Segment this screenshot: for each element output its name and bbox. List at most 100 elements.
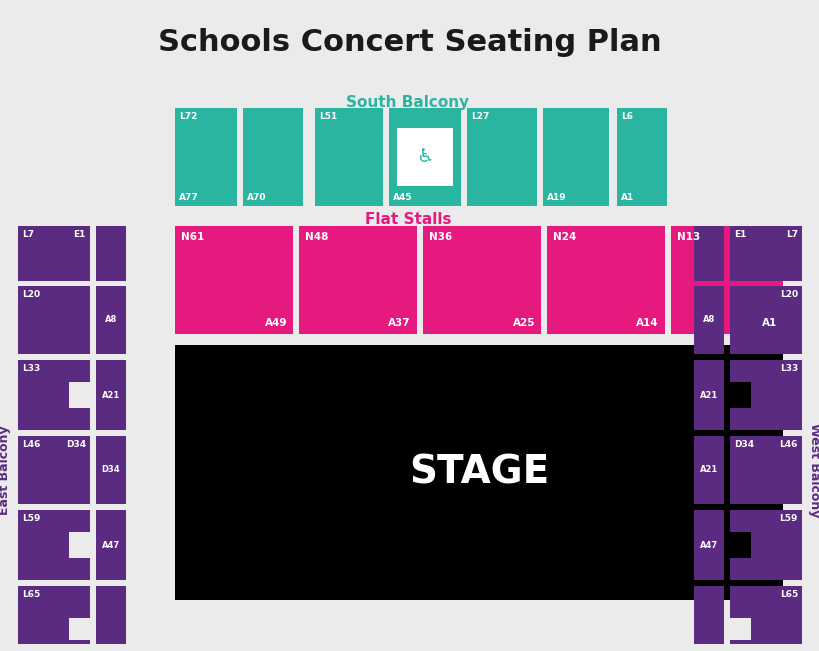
Text: L7: L7 xyxy=(22,230,34,239)
Bar xyxy=(604,186,622,206)
Bar xyxy=(18,226,90,281)
Text: L6: L6 xyxy=(620,112,632,121)
Text: South Balcony: South Balcony xyxy=(346,95,469,110)
Text: N61: N61 xyxy=(181,232,204,242)
Text: L51: L51 xyxy=(319,112,337,121)
Text: D34: D34 xyxy=(733,440,753,449)
Text: D34: D34 xyxy=(66,440,86,449)
Text: Flat Stalls: Flat Stalls xyxy=(364,212,450,227)
Text: ♿: ♿ xyxy=(416,148,433,167)
Text: A77: A77 xyxy=(179,193,198,202)
Text: L33: L33 xyxy=(779,364,797,373)
Text: A1: A1 xyxy=(620,193,633,202)
Text: L33: L33 xyxy=(22,364,40,373)
Bar xyxy=(377,186,395,206)
Text: A14: A14 xyxy=(636,318,658,328)
Text: L46: L46 xyxy=(779,440,797,449)
Bar xyxy=(729,226,801,281)
Bar xyxy=(174,345,782,600)
Bar xyxy=(96,586,126,644)
Bar xyxy=(314,108,382,206)
Text: N13: N13 xyxy=(676,232,699,242)
Bar xyxy=(693,360,723,430)
Bar xyxy=(455,108,473,128)
Text: N48: N48 xyxy=(305,232,328,242)
Bar xyxy=(604,108,622,128)
Bar xyxy=(242,108,303,206)
Polygon shape xyxy=(729,586,801,644)
Bar xyxy=(309,108,314,206)
Text: A45: A45 xyxy=(392,193,412,202)
Text: A25: A25 xyxy=(512,318,534,328)
Bar xyxy=(536,108,542,206)
Bar xyxy=(174,108,237,206)
Bar xyxy=(303,108,320,128)
Bar xyxy=(382,108,388,206)
Text: L20: L20 xyxy=(779,290,797,299)
Text: A1: A1 xyxy=(761,318,776,328)
Bar xyxy=(693,586,723,644)
Text: L72: L72 xyxy=(179,112,197,121)
Bar xyxy=(18,286,90,354)
Polygon shape xyxy=(729,510,801,580)
Text: N36: N36 xyxy=(428,232,452,242)
Text: East Balcony: East Balcony xyxy=(0,425,11,515)
Bar xyxy=(729,286,801,354)
Polygon shape xyxy=(18,360,90,430)
Bar xyxy=(96,510,126,580)
Bar xyxy=(231,108,249,128)
Text: A37: A37 xyxy=(388,318,410,328)
Text: L59: L59 xyxy=(779,514,797,523)
Polygon shape xyxy=(18,510,90,580)
Bar xyxy=(542,108,609,206)
Bar xyxy=(693,226,723,281)
Text: L46: L46 xyxy=(22,440,40,449)
Bar xyxy=(231,186,249,206)
Bar xyxy=(174,226,292,334)
Text: D34: D34 xyxy=(102,465,120,475)
Bar xyxy=(616,108,666,206)
Bar xyxy=(693,510,723,580)
Text: L65: L65 xyxy=(779,590,797,599)
Text: E1: E1 xyxy=(74,230,86,239)
Text: Schools Concert Seating Plan: Schools Concert Seating Plan xyxy=(158,28,661,57)
Bar xyxy=(18,436,90,504)
Bar xyxy=(96,226,126,281)
Text: L20: L20 xyxy=(22,290,40,299)
Text: A21: A21 xyxy=(102,391,120,400)
Bar xyxy=(546,226,664,334)
Polygon shape xyxy=(729,360,801,430)
Bar xyxy=(388,108,460,206)
Bar xyxy=(531,186,549,206)
Bar xyxy=(455,186,473,206)
Bar xyxy=(693,286,723,354)
Text: STAGE: STAGE xyxy=(409,453,549,491)
Bar xyxy=(377,108,395,128)
Text: A8: A8 xyxy=(702,316,714,324)
Bar xyxy=(303,186,320,206)
Text: L65: L65 xyxy=(22,590,40,599)
Bar xyxy=(460,108,467,206)
Text: A21: A21 xyxy=(699,391,717,400)
Text: A47: A47 xyxy=(102,540,120,549)
Bar xyxy=(467,108,536,206)
Bar xyxy=(237,108,242,206)
Text: A47: A47 xyxy=(699,540,717,549)
Bar xyxy=(729,436,801,504)
Bar xyxy=(96,436,126,504)
Text: A21: A21 xyxy=(699,465,717,475)
Bar xyxy=(423,226,541,334)
Bar xyxy=(531,108,549,128)
Text: A70: A70 xyxy=(247,193,266,202)
Text: A49: A49 xyxy=(265,318,287,328)
Bar xyxy=(96,286,126,354)
Text: A19: A19 xyxy=(546,193,566,202)
Text: A8: A8 xyxy=(105,316,117,324)
Text: E1: E1 xyxy=(733,230,745,239)
Text: L59: L59 xyxy=(22,514,40,523)
Text: L7: L7 xyxy=(785,230,797,239)
Text: West Balcony: West Balcony xyxy=(808,422,819,517)
Text: L27: L27 xyxy=(470,112,489,121)
Bar xyxy=(610,108,616,206)
Bar xyxy=(396,128,452,186)
